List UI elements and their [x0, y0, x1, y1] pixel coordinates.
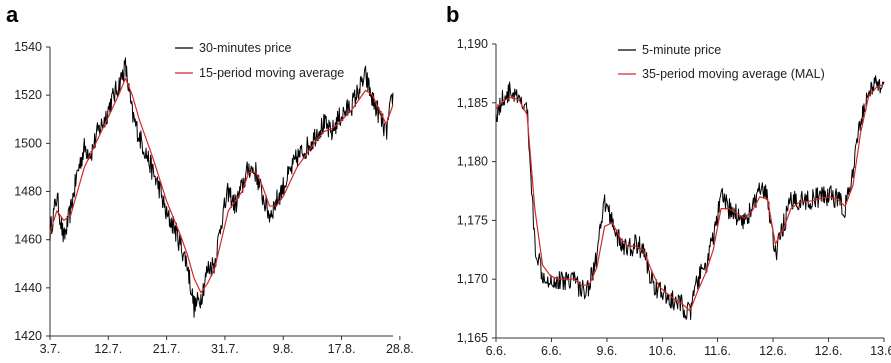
- y-tick-label: 1,175: [457, 213, 488, 227]
- y-tick-label: 1420: [14, 329, 42, 343]
- panel-label: a: [6, 2, 19, 27]
- legend-label: 30-minutes price: [199, 41, 291, 55]
- x-tick-label: 12.7.: [94, 342, 122, 356]
- chart-panel-a: a 1420 1440 1460 1480 1500 1520 1540 3.7. 12.7. 2…: [0, 0, 440, 363]
- x-tick-label: 9.8.: [273, 342, 294, 356]
- y-tick-label: 1,180: [457, 155, 488, 169]
- x-tick-label: 31.7.: [211, 342, 239, 356]
- y-tick-label: 1,185: [457, 96, 488, 110]
- y-tick-label: 1,190: [457, 37, 488, 51]
- y-tick-label: 1540: [14, 40, 42, 54]
- legend-label: 35-period moving average (MAL): [642, 67, 825, 81]
- legend: 5-minute price 35-period moving average (…: [618, 43, 825, 81]
- x-tick-label: 6.6.: [486, 344, 507, 358]
- chart-b-svg: 1,165 1,170 1,175 1,180 1,185 1,190 6.6. 6.6. 9.…: [457, 37, 891, 358]
- y-tick-label: 1440: [14, 281, 42, 295]
- moving-average-series-line: [49, 77, 394, 294]
- x-tick-label: 11.6.: [704, 344, 731, 358]
- x-tick-label: 6.6.: [541, 344, 562, 358]
- y-tick-label: 1460: [14, 233, 42, 247]
- x-tick-label: 12.6.: [815, 344, 843, 358]
- x-tick-label: 17.8.: [328, 342, 356, 356]
- x-tick-label: 21.7.: [153, 342, 181, 356]
- x-tick-label: 3.7.: [40, 342, 61, 356]
- y-tick-label: 1,170: [457, 272, 488, 286]
- chart-a-svg: 1420 1440 1460 1480 1500 1520 1540 3.7. 12.7. 21.…: [14, 40, 414, 356]
- legend-label: 5-minute price: [642, 43, 721, 57]
- panel-label: b: [446, 2, 460, 27]
- y-tick-label: 1520: [14, 88, 42, 102]
- x-tick-label: 28.8.: [386, 342, 414, 356]
- price-series-line: [49, 57, 394, 318]
- x-tick-label: 13.6.: [870, 344, 891, 358]
- y-tick-label: 1500: [14, 136, 42, 150]
- x-tick-label: 9.6.: [597, 344, 618, 358]
- y-tick-label: 1,165: [457, 331, 488, 345]
- x-tick-label: 12.6.: [759, 344, 787, 358]
- legend-label: 15-period moving average: [199, 66, 344, 80]
- chart-panel-b: b 1,165 1,170 1,175 1,180 1,185 1,190 6.6. 6.6.…: [440, 0, 891, 363]
- x-tick-label: 10.6.: [649, 344, 677, 358]
- legend: 30-minutes price 15-period moving average: [175, 41, 344, 80]
- moving-average-series-line: [495, 83, 885, 312]
- y-tick-label: 1480: [14, 185, 42, 199]
